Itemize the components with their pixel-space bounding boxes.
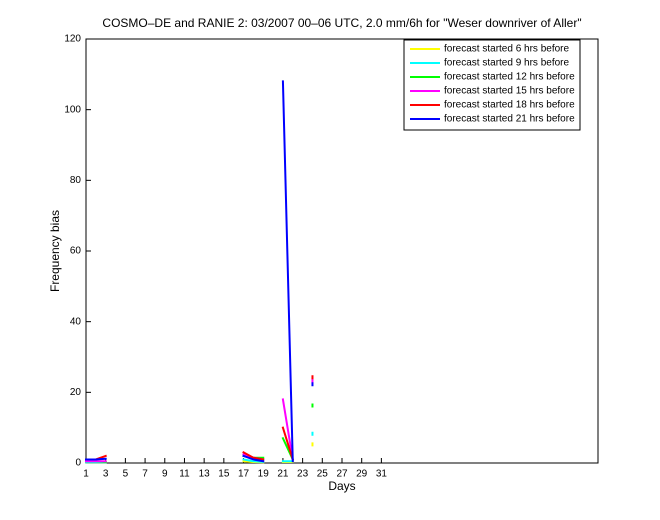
x-tick-label: 21: [277, 469, 289, 480]
y-tick-label: 100: [64, 104, 81, 115]
x-tick-label: 19: [258, 469, 270, 480]
x-tick-label: 7: [142, 469, 148, 480]
x-tick-label: 3: [103, 469, 109, 480]
x-tick-label: 27: [336, 469, 348, 480]
chart-title: COSMO–DE and RANIE 2: 03/2007 00–06 UTC,…: [102, 16, 581, 30]
y-tick-label: 20: [70, 387, 82, 398]
x-tick-label: 5: [123, 469, 129, 480]
x-tick-label: 23: [297, 469, 309, 480]
x-tick-label: 1: [83, 469, 89, 480]
legend-label: forecast started 15 hrs before: [444, 86, 575, 97]
x-tick-label: 29: [356, 469, 368, 480]
legend-label: forecast started 6 hrs before: [444, 44, 570, 55]
x-axis-label: Days: [328, 479, 355, 493]
x-tick-label: 31: [376, 469, 388, 480]
x-tick-label: 17: [238, 469, 250, 480]
legend-label: forecast started 12 hrs before: [444, 72, 575, 83]
x-tick-label: 9: [162, 469, 168, 480]
x-tick-label: 11: [179, 469, 190, 480]
y-axis-label: Frequency bias: [48, 210, 62, 292]
legend-label: forecast started 18 hrs before: [444, 100, 575, 111]
y-tick-label: 80: [70, 175, 82, 186]
series-line: [85, 80, 314, 463]
series-line: [85, 431, 314, 464]
legend-label: forecast started 21 hrs before: [444, 114, 575, 125]
y-tick-label: 0: [75, 458, 81, 469]
legend-box: [403, 39, 581, 131]
x-tick-label: 25: [317, 469, 329, 480]
x-tick-label: 13: [199, 469, 211, 480]
y-tick-label: 40: [70, 316, 82, 327]
y-tick-label: 120: [64, 34, 81, 45]
legend-label: forecast started 9 hrs before: [444, 58, 570, 69]
x-tick-label: 15: [218, 469, 230, 480]
y-tick-label: 60: [70, 246, 82, 257]
